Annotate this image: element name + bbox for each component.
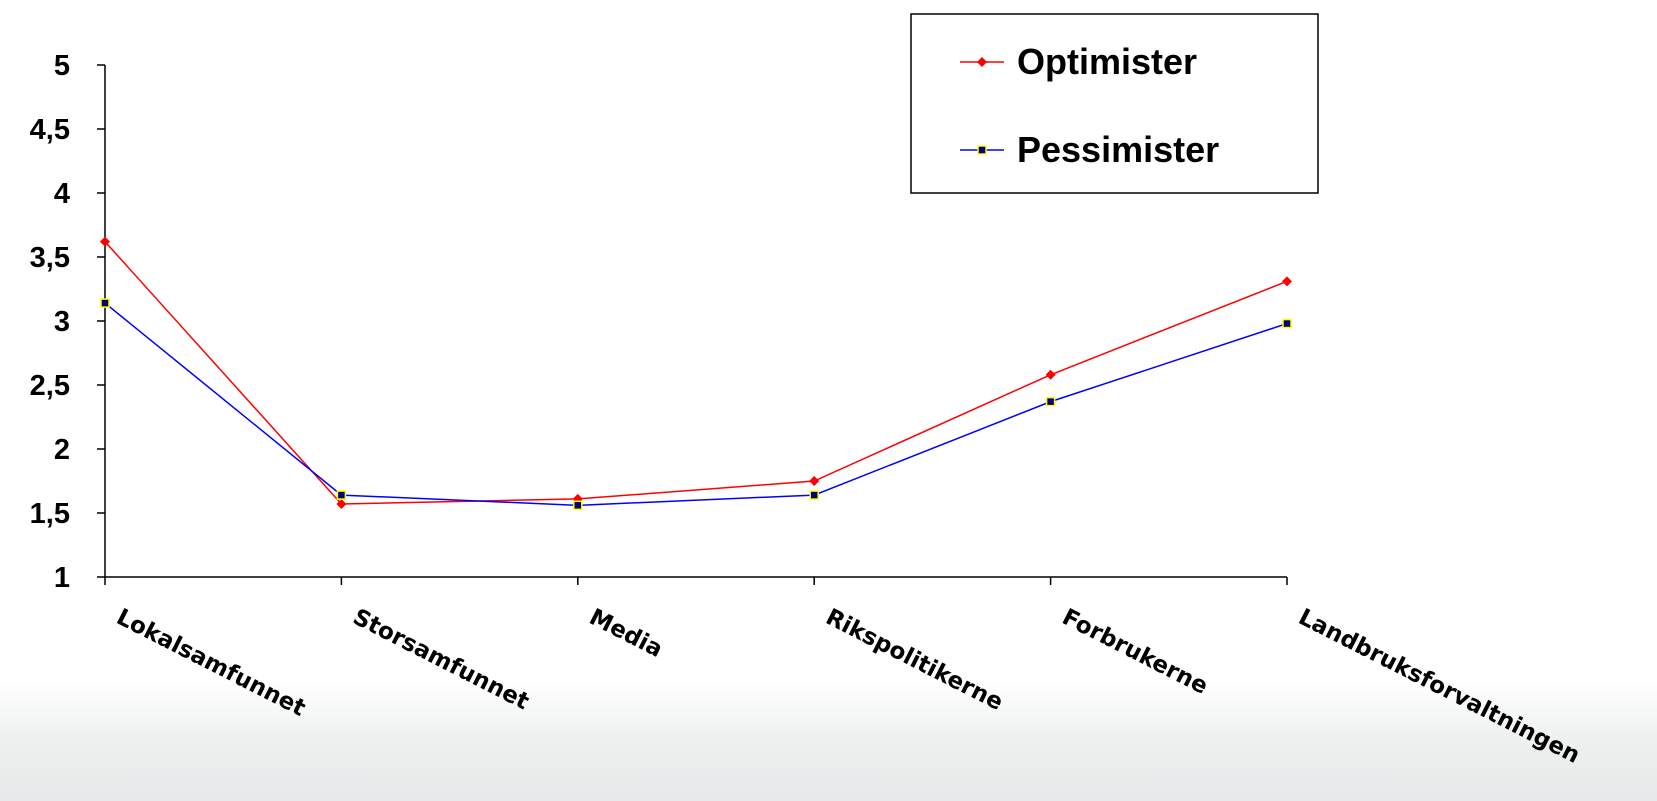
chart-axes: 1 1,5 2 2,5 3 3,5 4 4,5 5 Lokalsamfunnet Storsamfu… xyxy=(30,50,1584,769)
data-point-pessimister xyxy=(336,490,347,500)
data-point-optimister xyxy=(100,236,110,247)
legend-marker-optimister xyxy=(977,57,987,67)
data-point-optimister xyxy=(1282,276,1292,287)
legend-marker-pessimister xyxy=(977,145,987,155)
legend-label-optimister: Optimister xyxy=(1017,41,1197,82)
x-category-label: Lokalsamfunnet xyxy=(112,604,309,722)
data-point-pessimister xyxy=(1282,318,1292,329)
x-category-label: Forbrukerne xyxy=(1058,604,1212,700)
data-point-pessimister xyxy=(809,490,819,500)
data-point-optimister xyxy=(336,499,347,510)
y-tick-label: 3,5 xyxy=(30,242,70,274)
y-tick-label: 2,5 xyxy=(30,370,70,402)
legend-label-pessimister: Pessimister xyxy=(1017,129,1219,170)
data-point-pessimister xyxy=(573,500,583,511)
data-point-optimister xyxy=(1045,369,1056,380)
data-point-optimister xyxy=(809,476,820,486)
y-tick-label: 4 xyxy=(54,178,70,210)
chart-series-lines xyxy=(104,241,1288,507)
x-category-label: Media xyxy=(585,604,667,663)
legend-box xyxy=(910,13,1319,194)
y-tick-label: 2 xyxy=(54,434,70,466)
data-point-pessimister xyxy=(1045,396,1056,407)
series-line-pessimister xyxy=(104,302,1288,507)
y-tick-label: 1 xyxy=(54,562,70,594)
data-point-pessimister xyxy=(100,298,110,308)
series-line-optimister xyxy=(104,241,1288,505)
y-tick-label: 3 xyxy=(54,306,70,338)
x-category-label: Storsamfunnet xyxy=(349,604,533,715)
legend-items: Optimister Pessimister xyxy=(960,41,1219,170)
y-tick-label: 4,5 xyxy=(30,114,70,146)
y-tick-label: 1,5 xyxy=(30,498,70,530)
x-category-label: Landbruksforvaltningen xyxy=(1294,604,1584,769)
x-category-label: Rikspolitikerne xyxy=(821,604,1007,716)
chart-series-markers xyxy=(100,236,1292,511)
y-tick-label: 5 xyxy=(54,50,70,82)
chart-legend: Optimister Pessimister xyxy=(910,13,1319,194)
